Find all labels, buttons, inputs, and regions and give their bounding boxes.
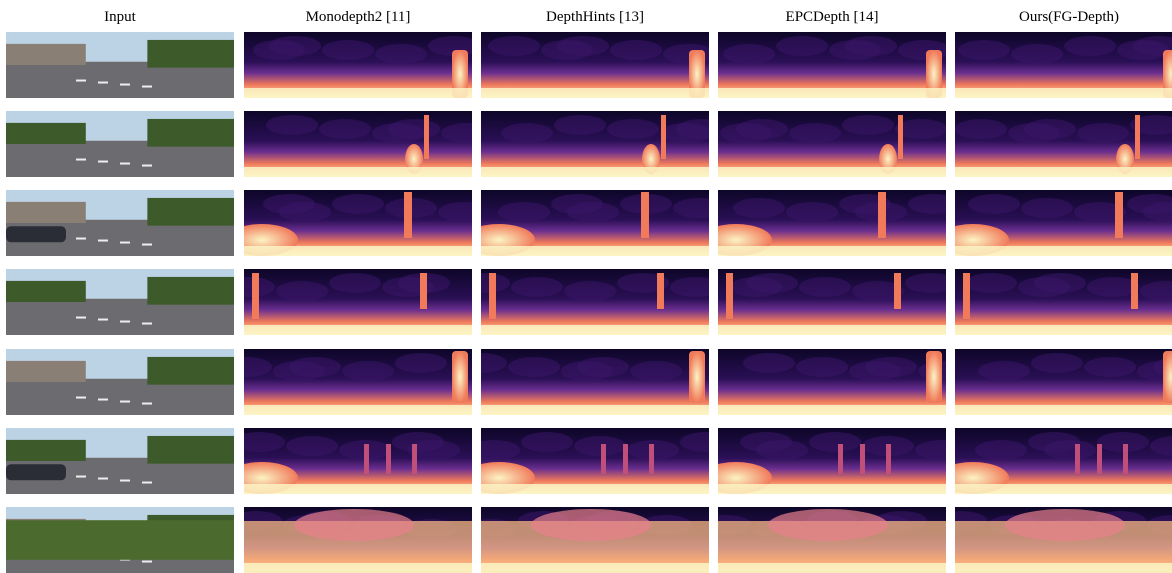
depth-map-monodepth2-row-3 [244,190,472,256]
column-header-ours: Ours(FG-Depth) [1019,9,1119,25]
column-header-monodepth2: Monodepth2 [11] [305,9,411,25]
depth-map-ours-row-5 [955,349,1172,415]
depth-map-ours-row-7 [955,507,1172,573]
road [6,298,234,335]
input-image-row-5 [6,349,234,415]
depth-map-depthhints-row-1 [481,32,709,98]
depth-map-depthhints-row-3 [481,190,709,256]
depth-map-epcdepth-row-6 [718,428,946,494]
input-image-row-4 [6,269,234,335]
depth-map-monodepth2-row-2 [244,111,472,177]
depth-map-epcdepth-row-5 [718,349,946,415]
road [6,61,234,98]
depth-map-monodepth2-row-7 [244,507,472,573]
road [6,378,234,415]
column-header-depthhints: DepthHints [13] [546,9,644,25]
input-image-row-7 [6,507,234,573]
depth-map-ours-row-6 [955,428,1172,494]
depth-map-monodepth2-row-5 [244,349,472,415]
column-header-epcdepth: EPCDepth [14] [785,9,879,25]
depth-map-depthhints-row-5 [481,349,709,415]
column-header-input: Input [104,9,136,25]
depth-map-epcdepth-row-4 [718,269,946,335]
depth-map-monodepth2-row-6 [244,428,472,494]
depth-map-ours-row-1 [955,32,1172,98]
input-image-row-6 [6,428,234,494]
input-image-row-1 [6,32,234,98]
depth-map-depthhints-row-6 [481,428,709,494]
depth-map-depthhints-row-2 [481,111,709,177]
depth-map-epcdepth-row-2 [718,111,946,177]
depth-map-depthhints-row-7 [481,507,709,573]
depth-map-ours-row-4 [955,269,1172,335]
depth-map-ours-row-3 [955,190,1172,256]
depth-map-monodepth2-row-1 [244,32,472,98]
depth-map-epcdepth-row-7 [718,507,946,573]
road [6,140,234,177]
depth-map-ours-row-2 [955,111,1172,177]
depth-map-depthhints-row-4 [481,269,709,335]
input-image-row-3 [6,190,234,256]
depth-map-epcdepth-row-1 [718,32,946,98]
depth-map-epcdepth-row-3 [718,190,946,256]
input-image-row-2 [6,111,234,177]
depth-map-monodepth2-row-4 [244,269,472,335]
